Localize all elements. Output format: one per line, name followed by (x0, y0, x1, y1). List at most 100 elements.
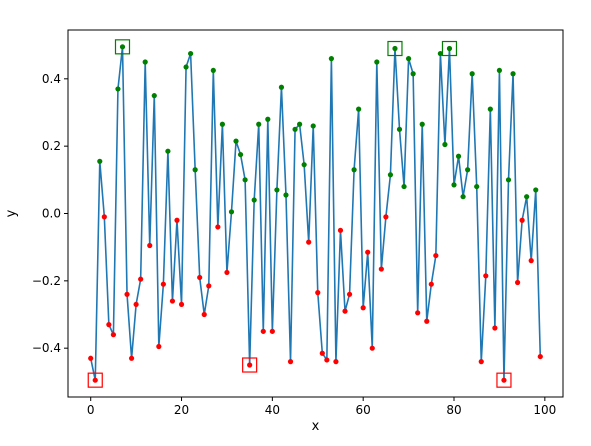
data-point (505, 177, 512, 183)
data-point (374, 59, 380, 65)
data-point (315, 290, 321, 296)
data-point (256, 121, 262, 127)
plot-area (87, 39, 543, 388)
data-point (306, 239, 312, 245)
data-point (501, 377, 507, 383)
data-point (88, 355, 94, 361)
data-point (356, 106, 362, 112)
data-point (115, 86, 121, 92)
data-point (483, 273, 489, 279)
data-point (424, 318, 430, 324)
data-point (455, 153, 462, 159)
data-point (342, 308, 348, 314)
data-point (469, 71, 475, 77)
data-point (346, 291, 353, 297)
x-tick-label: 80 (446, 403, 461, 417)
data-point (410, 71, 416, 77)
data-point (92, 377, 98, 383)
y-axis-label: y (4, 209, 19, 217)
data-point (165, 148, 171, 154)
data-point (97, 158, 103, 164)
data-point (333, 359, 339, 365)
data-point (106, 322, 112, 328)
data-point (133, 301, 139, 308)
data-point (147, 242, 153, 249)
data-point (183, 64, 189, 70)
y-axis: −0.4 −0.2 0.0 0.2 0.4 (32, 72, 68, 355)
data-point (383, 214, 389, 220)
data-point (151, 93, 157, 99)
data-point (478, 359, 484, 365)
data-point (156, 343, 162, 350)
data-point (492, 325, 498, 331)
x-tick-label: 0 (87, 403, 95, 417)
data-point (174, 217, 180, 223)
data-point (142, 59, 148, 65)
data-point (301, 162, 307, 168)
data-point (460, 194, 466, 200)
data-point (169, 298, 176, 304)
data-point (210, 67, 216, 74)
y-tick-label: −0.4 (32, 341, 61, 355)
data-point (396, 126, 403, 132)
data-point (251, 197, 257, 203)
data-point (537, 353, 543, 360)
data-point (351, 167, 357, 173)
data-point (415, 310, 421, 316)
data-point (215, 224, 221, 230)
data-point (419, 121, 425, 127)
data-point (242, 177, 248, 183)
data-point (310, 123, 316, 129)
x-tick-label: 40 (265, 403, 280, 417)
data-point (192, 167, 198, 173)
data-point (360, 305, 366, 311)
min-highlight-box (496, 372, 512, 388)
data-point (233, 138, 239, 144)
data-point (442, 141, 448, 148)
data-point (514, 279, 521, 286)
x-axis-label: x (312, 419, 320, 434)
data-point (110, 332, 117, 338)
data-point (278, 84, 285, 90)
y-tick-label: 0.0 (42, 207, 61, 221)
data-point (119, 44, 126, 50)
data-point (405, 56, 412, 62)
data-point (319, 350, 325, 356)
x-tick-label: 20 (174, 403, 189, 417)
data-point (219, 121, 226, 127)
data-point (247, 362, 253, 368)
y-tick-label: −0.2 (32, 274, 61, 288)
x-tick-label: 60 (356, 403, 371, 417)
data-point (510, 71, 516, 77)
data-point (124, 291, 130, 297)
data-point (437, 50, 443, 57)
data-point (533, 187, 539, 193)
data-point (197, 274, 203, 281)
data-point (401, 183, 407, 190)
data-point (451, 182, 457, 188)
data-point (101, 214, 107, 220)
max-highlight-box (387, 40, 403, 57)
data-point (337, 227, 344, 233)
data-point (206, 283, 212, 289)
data-point (260, 328, 266, 334)
data-point (496, 67, 503, 74)
data-point (297, 121, 303, 127)
min-highlight-box (87, 372, 103, 388)
data-point (378, 266, 384, 272)
max-highlight-box (114, 39, 131, 55)
max-highlight-box (441, 40, 458, 57)
data-point (528, 258, 534, 264)
data-point (387, 172, 394, 178)
data-point (524, 194, 530, 200)
data-point (188, 50, 194, 57)
data-point (474, 183, 480, 190)
data-point (446, 45, 453, 52)
data-point (465, 167, 471, 173)
data-point (369, 345, 375, 351)
data-point (287, 359, 294, 365)
data-point (283, 192, 289, 198)
data-point (228, 209, 235, 215)
data-point (269, 328, 275, 334)
